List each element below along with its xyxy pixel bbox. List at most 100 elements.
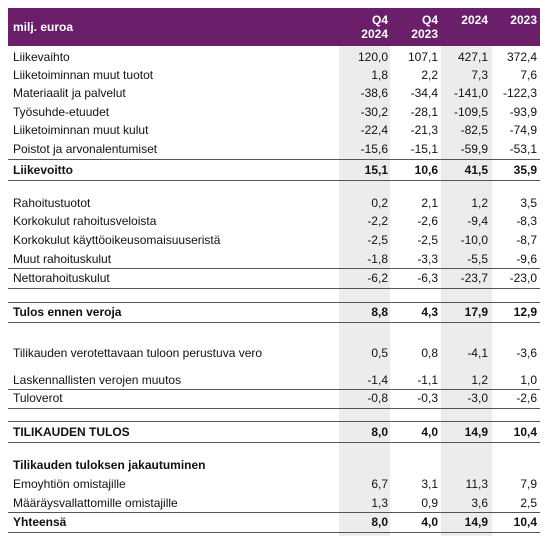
- row-label: Tilikauden tuloksen jakautuminen: [13, 458, 206, 472]
- cell-value: -1,8: [367, 252, 388, 266]
- row-label: Työsuhde-etuudet: [13, 105, 110, 119]
- cell-value: -38,6: [360, 86, 388, 100]
- cell-value: 427,1: [457, 50, 488, 64]
- row-label: Määräysvallattomille omistajille: [13, 496, 178, 510]
- cell-value: 3,5: [520, 196, 537, 210]
- cell-value: -6,3: [417, 271, 438, 285]
- cell-value: -9,4: [467, 214, 488, 228]
- cell-value: -1,1: [417, 373, 438, 387]
- row-label: Laskennallisten verojen muutos: [13, 373, 182, 387]
- cell-value: 0,2: [371, 196, 388, 210]
- cell-value: -8,3: [516, 214, 537, 228]
- row-label: Muut rahoituskulut: [13, 252, 112, 266]
- cell-value: -23,7: [460, 271, 488, 285]
- row-rule: [8, 322, 540, 323]
- row-rule: [8, 442, 540, 443]
- cell-value: -122,3: [502, 86, 537, 100]
- cell-value: 4,0: [421, 425, 438, 439]
- row-label: Korkokulut käyttöoikeusomaisuuseristä: [13, 233, 221, 247]
- row-label: Korkokulut rahoitusveloista: [13, 214, 157, 228]
- cell-value: -23,0: [509, 271, 537, 285]
- cell-value: -10,0: [460, 233, 488, 247]
- cell-value: 10,6: [414, 163, 438, 177]
- cell-value: 0,9: [421, 496, 438, 510]
- header-label: milj. euroa: [13, 20, 74, 34]
- cell-value: -5,5: [467, 252, 488, 266]
- cell-value: -8,7: [516, 233, 537, 247]
- row-label: Rahoitustuotot: [13, 196, 91, 210]
- cell-value: -1,4: [367, 373, 388, 387]
- cell-value: 1,3: [371, 496, 388, 510]
- cell-value: 8,8: [371, 305, 388, 319]
- row-rule: [8, 302, 540, 303]
- cell-value: 41,5: [464, 163, 488, 177]
- cell-value: -59,9: [460, 142, 488, 156]
- cell-value: -141,0: [453, 86, 488, 100]
- cell-value: -3,3: [417, 252, 438, 266]
- cell-value: 15,1: [364, 163, 388, 177]
- row-label: Nettorahoituskulut: [13, 271, 110, 285]
- column-shade: [339, 46, 390, 536]
- row-label: Liiketoiminnan muut tuotot: [13, 68, 154, 82]
- row-label: Liikevoitto: [13, 163, 74, 177]
- row-label: Tulos ennen veroja: [13, 305, 122, 319]
- cell-value: -2,5: [417, 233, 438, 247]
- cell-value: -28,1: [410, 105, 438, 119]
- cell-value: 1,0: [520, 373, 537, 387]
- cell-value: 10,4: [513, 515, 537, 529]
- row-rule: [8, 512, 540, 513]
- row-rule: [8, 180, 540, 181]
- cell-value: 107,1: [407, 50, 438, 64]
- row-label: Liiketoiminnan muut kulut: [13, 123, 149, 137]
- cell-value: -3,6: [516, 346, 537, 360]
- cell-value: 17,9: [464, 305, 488, 319]
- column-header: 2024: [461, 13, 488, 27]
- cell-value: 0,8: [421, 346, 438, 360]
- column-header: 2023: [510, 13, 537, 27]
- cell-value: 6,7: [371, 477, 388, 491]
- row-label: TILIKAUDEN TULOS: [13, 425, 130, 439]
- cell-value: 1,2: [471, 373, 488, 387]
- cell-value: 8,0: [371, 425, 388, 439]
- row-label: Materiaalit ja palvelut: [13, 86, 126, 100]
- cell-value: 372,4: [506, 50, 537, 64]
- row-label: Tilikauden verotettavaan tuloon perustuv…: [13, 346, 263, 360]
- cell-value: -4,1: [467, 346, 488, 360]
- cell-value: 8,0: [371, 515, 388, 529]
- column-header: Q4 2024: [361, 13, 388, 41]
- cell-value: -21,3: [410, 123, 438, 137]
- column-shade: [441, 46, 492, 536]
- cell-value: -0,8: [367, 391, 388, 405]
- cell-value: -2,6: [417, 214, 438, 228]
- row-label: Yhteensä: [13, 515, 67, 529]
- cell-value: 14,9: [464, 515, 488, 529]
- cell-value: -2,6: [516, 391, 537, 405]
- cell-value: 120,0: [357, 50, 388, 64]
- cell-value: 3,6: [471, 496, 488, 510]
- cell-value: 11,3: [465, 477, 488, 491]
- column-header: Q4 2023: [411, 13, 438, 41]
- cell-value: 12,9: [513, 305, 537, 319]
- cell-value: 1,8: [371, 68, 388, 82]
- cell-value: -34,4: [410, 86, 438, 100]
- cell-value: -15,1: [410, 142, 438, 156]
- cell-value: -0,3: [417, 391, 438, 405]
- cell-value: -6,2: [367, 271, 388, 285]
- cell-value: 2,1: [421, 196, 438, 210]
- row-label: Liikevaihto: [13, 50, 70, 64]
- cell-value: -93,9: [509, 105, 537, 119]
- cell-value: 4,3: [421, 305, 438, 319]
- cell-value: -53,1: [509, 142, 537, 156]
- cell-value: -30,2: [360, 105, 388, 119]
- cell-value: -2,5: [367, 233, 388, 247]
- cell-value: -3,0: [467, 391, 488, 405]
- row-label: Emoyhtiön omistajille: [13, 477, 126, 491]
- cell-value: 3,1: [421, 477, 438, 491]
- row-rule: [8, 532, 540, 533]
- cell-value: 7,9: [520, 477, 537, 491]
- cell-value: -82,5: [460, 123, 488, 137]
- cell-value: 7,6: [520, 68, 537, 82]
- row-rule: [8, 288, 540, 289]
- cell-value: -15,6: [360, 142, 388, 156]
